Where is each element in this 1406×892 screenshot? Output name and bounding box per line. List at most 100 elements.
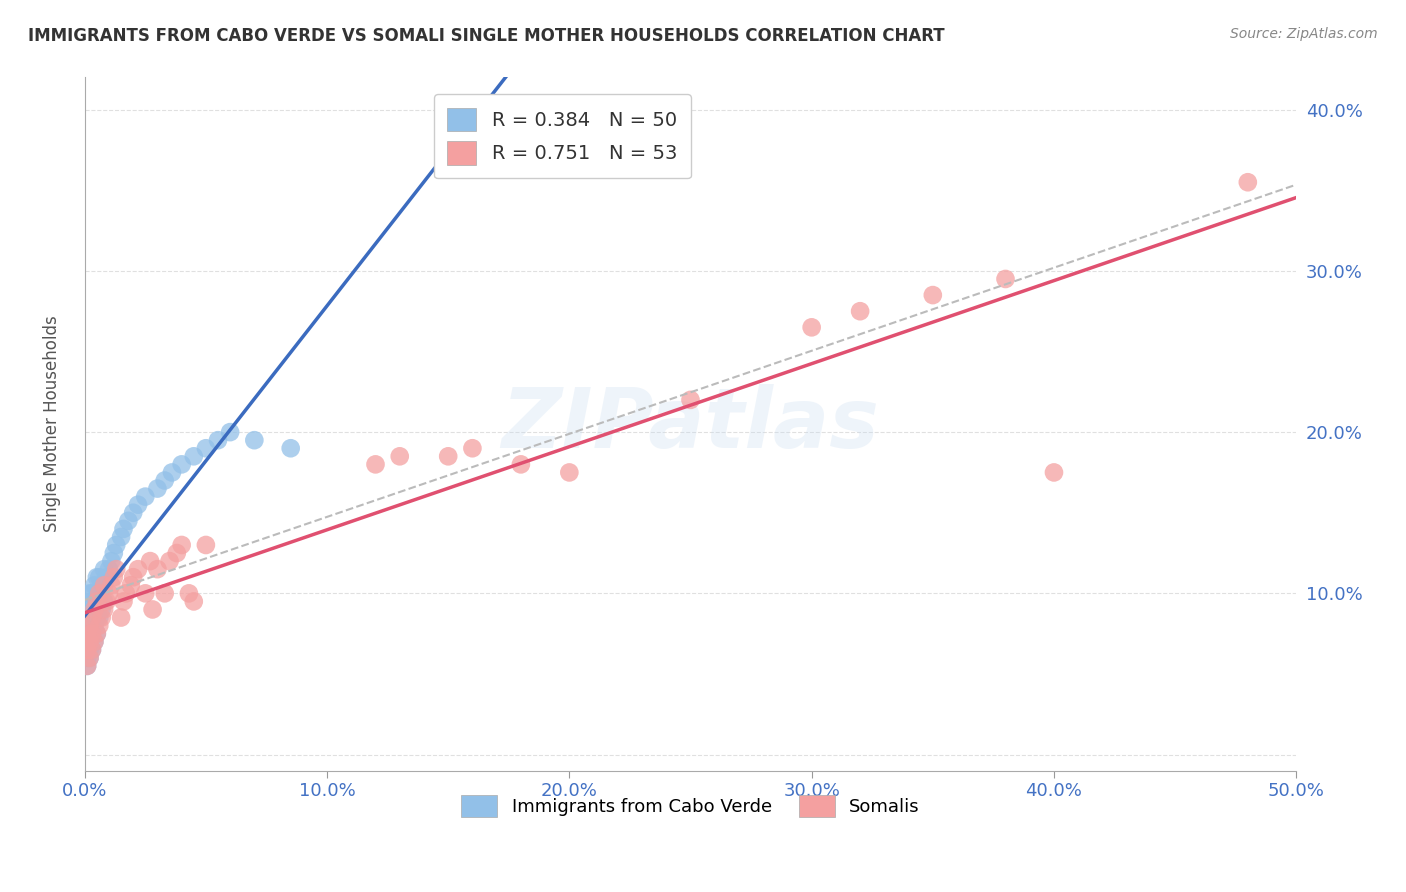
Point [105, 562, 128, 576]
Point [112, 594, 135, 608]
Point [127, 562, 149, 576]
Point [103, 570, 125, 584]
Point [921, 288, 943, 302]
Point [83, 634, 105, 648]
Text: Source: ZipAtlas.com: Source: ZipAtlas.com [1230, 27, 1378, 41]
Point [80, 586, 103, 600]
Point [86, 626, 108, 640]
Point [79, 586, 101, 600]
Point [134, 586, 156, 600]
Point [509, 458, 531, 472]
Point [146, 482, 169, 496]
Point [93, 594, 115, 608]
Point [1043, 466, 1066, 480]
Point [80, 642, 103, 657]
Point [170, 458, 193, 472]
Point [76, 618, 98, 632]
Point [76, 626, 98, 640]
Point [112, 522, 135, 536]
Point [93, 562, 115, 576]
Point [86, 594, 108, 608]
Point [80, 626, 103, 640]
Point [100, 554, 122, 568]
Point [194, 538, 217, 552]
Point [80, 610, 103, 624]
Point [134, 490, 156, 504]
Point [146, 562, 169, 576]
Point [83, 602, 105, 616]
Point [177, 586, 200, 600]
Point [153, 586, 176, 600]
Point [437, 450, 460, 464]
Point [994, 272, 1017, 286]
Point [79, 634, 101, 648]
Point [170, 538, 193, 552]
Point [86, 570, 108, 584]
Point [89, 594, 111, 608]
Point [80, 610, 103, 624]
Point [800, 320, 823, 334]
Point [1236, 175, 1258, 189]
Point [461, 442, 484, 456]
Point [80, 626, 103, 640]
Point [97, 562, 120, 576]
Point [79, 618, 101, 632]
Point [76, 634, 98, 648]
Point [83, 578, 105, 592]
Point [86, 594, 108, 608]
Legend: Immigrants from Cabo Verde, Somalis: Immigrants from Cabo Verde, Somalis [454, 788, 927, 824]
Point [86, 626, 108, 640]
Point [100, 578, 122, 592]
Point [110, 530, 132, 544]
Point [117, 514, 139, 528]
Point [849, 304, 872, 318]
Point [139, 554, 162, 568]
Text: ZIPatlas: ZIPatlas [502, 384, 879, 465]
Point [194, 442, 217, 456]
Point [80, 594, 103, 608]
Point [83, 618, 105, 632]
Point [79, 642, 101, 657]
Point [80, 642, 103, 657]
Point [76, 659, 98, 673]
Point [122, 570, 145, 584]
Point [280, 442, 302, 456]
Point [105, 538, 128, 552]
Point [89, 586, 111, 600]
Point [243, 433, 266, 447]
Point [160, 466, 183, 480]
Point [207, 433, 229, 447]
Text: IMMIGRANTS FROM CABO VERDE VS SOMALI SINGLE MOTHER HOUSEHOLDS CORRELATION CHART: IMMIGRANTS FROM CABO VERDE VS SOMALI SIN… [28, 27, 945, 45]
Point [90, 578, 112, 592]
Point [183, 450, 205, 464]
Point [79, 650, 101, 665]
Point [115, 586, 138, 600]
Point [89, 570, 111, 584]
Point [120, 578, 142, 592]
Point [103, 546, 125, 560]
Point [166, 546, 188, 560]
Point [558, 466, 581, 480]
Point [110, 610, 132, 624]
Point [86, 610, 108, 624]
Point [96, 570, 118, 584]
Point [127, 498, 149, 512]
Point [83, 634, 105, 648]
Point [96, 594, 118, 608]
Point [90, 602, 112, 616]
Point [97, 586, 120, 600]
Point [153, 474, 176, 488]
Point [90, 610, 112, 624]
Y-axis label: Single Mother Households: Single Mother Households [44, 316, 60, 533]
Point [76, 650, 98, 665]
Point [79, 650, 101, 665]
Point [93, 602, 115, 616]
Point [83, 602, 105, 616]
Point [76, 642, 98, 657]
Point [219, 425, 242, 439]
Point [183, 594, 205, 608]
Point [679, 392, 702, 407]
Point [93, 578, 115, 592]
Point [79, 618, 101, 632]
Point [122, 506, 145, 520]
